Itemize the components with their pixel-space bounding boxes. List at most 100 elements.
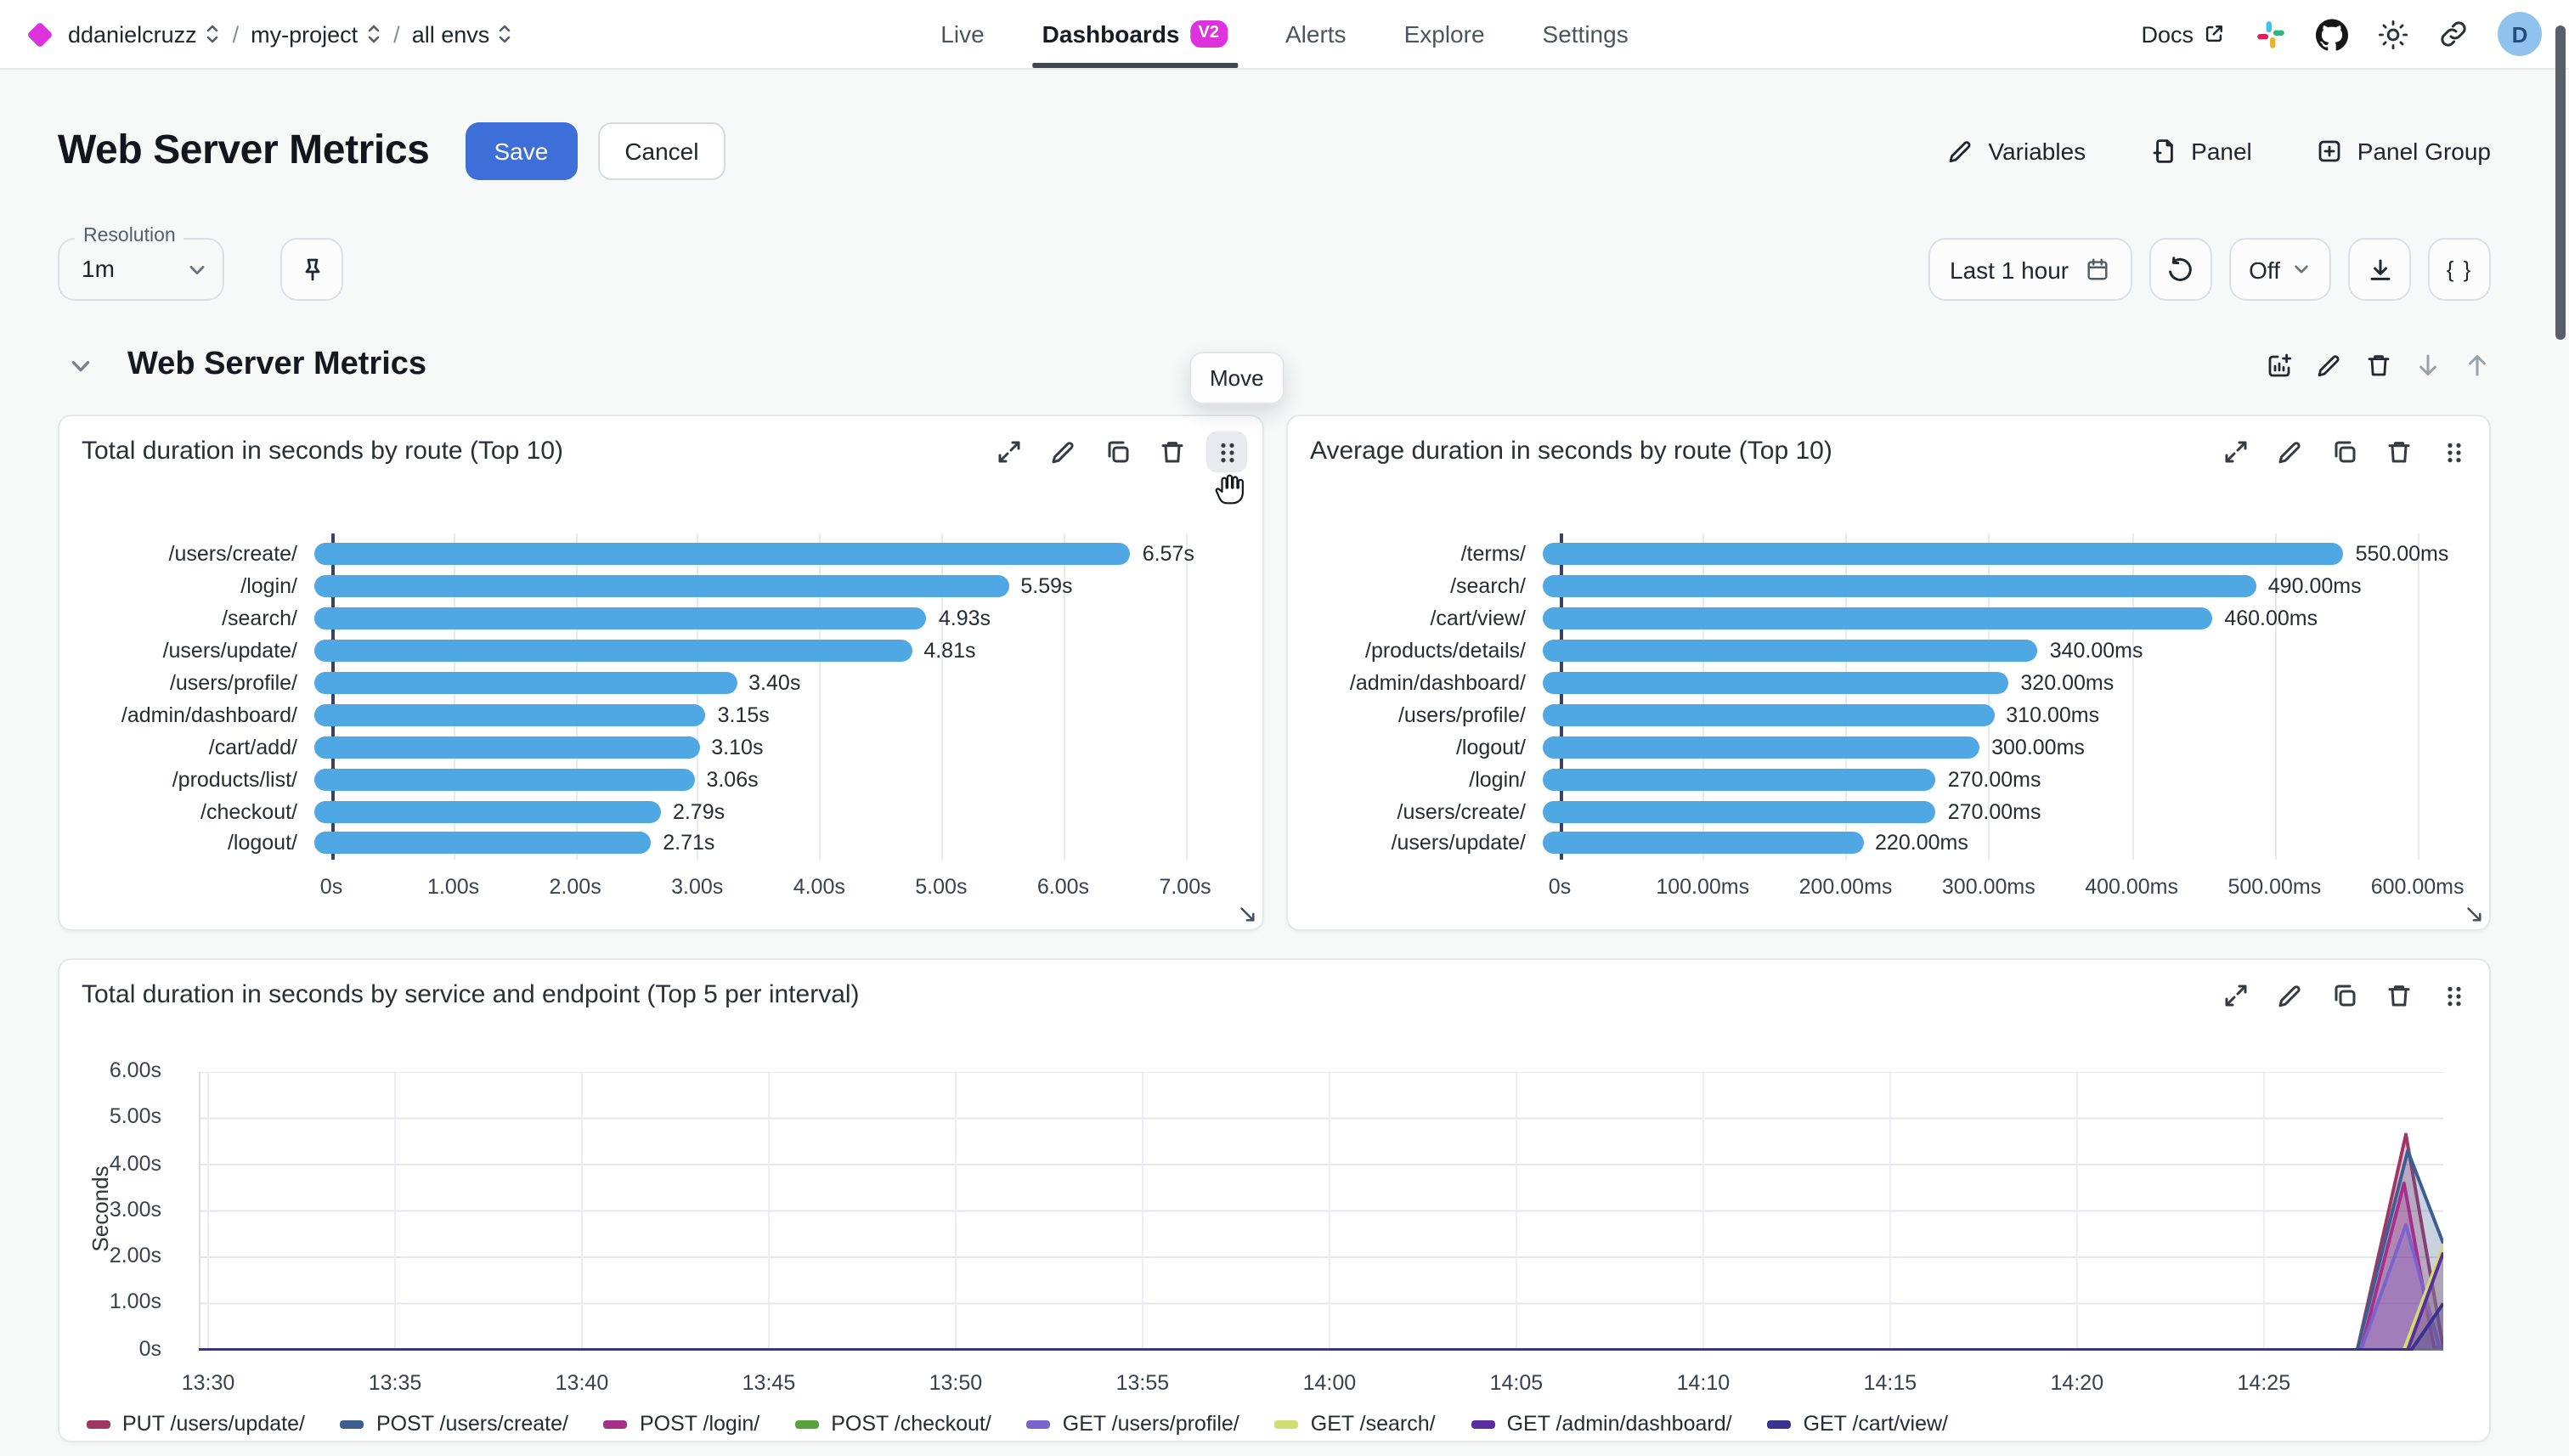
- tick-label: 3.00s: [671, 875, 724, 899]
- tick-label: 200.00ms: [1798, 875, 1893, 899]
- resize-handle-icon[interactable]: [2464, 904, 2482, 923]
- category-label: /logout/: [227, 831, 297, 855]
- delete-panel-icon[interactable]: [2379, 975, 2419, 1016]
- category-label: /users/update/: [1391, 831, 1526, 855]
- bar[interactable]: [314, 832, 652, 855]
- legend-item[interactable]: POST /login/: [603, 1412, 759, 1436]
- share-link-icon[interactable]: [2438, 19, 2469, 49]
- legend-item[interactable]: PUT /users/update/: [87, 1412, 305, 1436]
- category-label: /logout/: [1455, 735, 1526, 759]
- legend-item[interactable]: GET /admin/dashboard/: [1471, 1412, 1732, 1436]
- edit-panel-icon[interactable]: [2270, 975, 2311, 1016]
- bar[interactable]: [314, 640, 912, 663]
- slack-icon[interactable]: [2255, 18, 2287, 50]
- bar-row: /logout/300.00ms: [1288, 731, 2479, 764]
- bar-row: /checkout/2.79s: [59, 795, 1252, 827]
- bar[interactable]: [1543, 800, 1936, 823]
- bar[interactable]: [314, 768, 695, 791]
- theme-toggle-icon[interactable]: [2377, 18, 2409, 50]
- bar[interactable]: [314, 736, 700, 759]
- tick-label: 13:35: [368, 1371, 422, 1395]
- legend-item[interactable]: GET /users/profile/: [1026, 1412, 1239, 1436]
- scrollbar-thumb[interactable]: [2555, 25, 2566, 340]
- add-chart-to-group-icon[interactable]: [2265, 351, 2294, 380]
- value-label: 4.81s: [923, 639, 976, 663]
- duplicate-panel-icon[interactable]: [1098, 432, 1138, 472]
- nav-item-explore[interactable]: Explore: [1403, 20, 1485, 48]
- brand-logo-icon[interactable]: [26, 20, 54, 48]
- docs-link[interactable]: Docs: [2141, 21, 2226, 47]
- refresh-button[interactable]: [2148, 238, 2212, 301]
- add-panel-group-button[interactable]: Panel Group: [2317, 138, 2491, 165]
- move-group-down-icon[interactable]: [2414, 352, 2442, 379]
- bar[interactable]: [314, 703, 706, 726]
- bar[interactable]: [1543, 640, 2038, 663]
- edit-panel-icon[interactable]: [1043, 432, 1084, 472]
- resize-handle-icon[interactable]: [1237, 904, 1256, 923]
- bar[interactable]: [1543, 672, 2009, 694]
- legend-item[interactable]: POST /checkout/: [795, 1412, 991, 1436]
- json-button[interactable]: { }: [2428, 238, 2491, 301]
- bar[interactable]: [1543, 736, 1980, 759]
- move-panel-grip[interactable]: [1206, 432, 1247, 472]
- bar[interactable]: [1543, 607, 2213, 630]
- resolution-select[interactable]: Resolution 1m: [58, 226, 224, 301]
- bar-row: /users/update/4.81s: [59, 635, 1252, 667]
- legend-item[interactable]: GET /cart/view/: [1767, 1412, 1948, 1436]
- pin-button[interactable]: [280, 238, 343, 301]
- nav-item-dashboards[interactable]: Dashboards V2: [1031, 0, 1239, 68]
- nav-item-alerts[interactable]: Alerts: [1284, 20, 1347, 48]
- download-button[interactable]: [2348, 238, 2411, 301]
- tick-label: 0s: [319, 875, 343, 899]
- bar[interactable]: [314, 543, 1131, 566]
- bar[interactable]: [314, 800, 661, 823]
- legend-item[interactable]: POST /users/create/: [340, 1412, 568, 1436]
- refresh-interval-select[interactable]: Off: [2228, 238, 2331, 301]
- bar[interactable]: [1543, 703, 1995, 726]
- collapse-chevron-icon[interactable]: [68, 353, 93, 378]
- move-panel-grip[interactable]: [2433, 975, 2474, 1016]
- series-area: [199, 1150, 2443, 1350]
- save-button[interactable]: Save: [465, 122, 578, 180]
- bar[interactable]: [314, 672, 737, 694]
- add-panel-button[interactable]: Panel: [2150, 138, 2252, 165]
- legend-item[interactable]: GET /search/: [1274, 1412, 1436, 1436]
- bar-row: /logout/2.71s: [59, 827, 1252, 860]
- delete-panel-icon[interactable]: [2379, 432, 2419, 472]
- category-label: /search/: [222, 607, 297, 631]
- bar[interactable]: [314, 575, 1009, 598]
- breadcrumb: ddanielcruzz / my-project / all envs: [26, 20, 514, 48]
- github-icon[interactable]: [2316, 18, 2348, 50]
- project-selector[interactable]: my-project: [251, 21, 381, 47]
- variables-button[interactable]: Variables: [1948, 138, 2086, 165]
- time-series-chart: [199, 1072, 2443, 1351]
- org-selector[interactable]: ddanielcruzz: [68, 21, 221, 47]
- series-area: [199, 1252, 2443, 1350]
- expand-panel-icon[interactable]: [2216, 432, 2256, 472]
- bar[interactable]: [1543, 832, 1864, 855]
- bar[interactable]: [314, 607, 927, 630]
- bar[interactable]: [1543, 543, 2344, 566]
- move-panel-grip[interactable]: [2433, 432, 2474, 472]
- nav-item-live[interactable]: Live: [940, 20, 985, 48]
- delete-panel-icon[interactable]: [1152, 432, 1193, 472]
- expand-panel-icon[interactable]: [989, 432, 1030, 472]
- time-range-button[interactable]: Last 1 hour: [1928, 238, 2132, 301]
- nav-item-settings[interactable]: Settings: [1542, 20, 1629, 48]
- category-label: /cart/add/: [208, 735, 297, 759]
- expand-panel-icon[interactable]: [2216, 975, 2256, 1016]
- chevron-down-icon: [2292, 260, 2311, 279]
- delete-group-icon[interactable]: [2365, 352, 2392, 379]
- duplicate-panel-icon[interactable]: [2324, 432, 2365, 472]
- avatar[interactable]: D: [2498, 12, 2542, 56]
- cancel-button[interactable]: Cancel: [597, 122, 726, 180]
- legend-label: POST /users/create/: [375, 1412, 568, 1436]
- bar[interactable]: [1543, 768, 1936, 791]
- duplicate-panel-icon[interactable]: [2324, 975, 2365, 1016]
- edit-panel-icon[interactable]: [2270, 432, 2311, 472]
- edit-group-icon[interactable]: [2316, 352, 2343, 379]
- bar[interactable]: [1543, 575, 2256, 598]
- env-selector[interactable]: all envs: [412, 21, 514, 47]
- move-group-up-icon[interactable]: [2464, 352, 2491, 379]
